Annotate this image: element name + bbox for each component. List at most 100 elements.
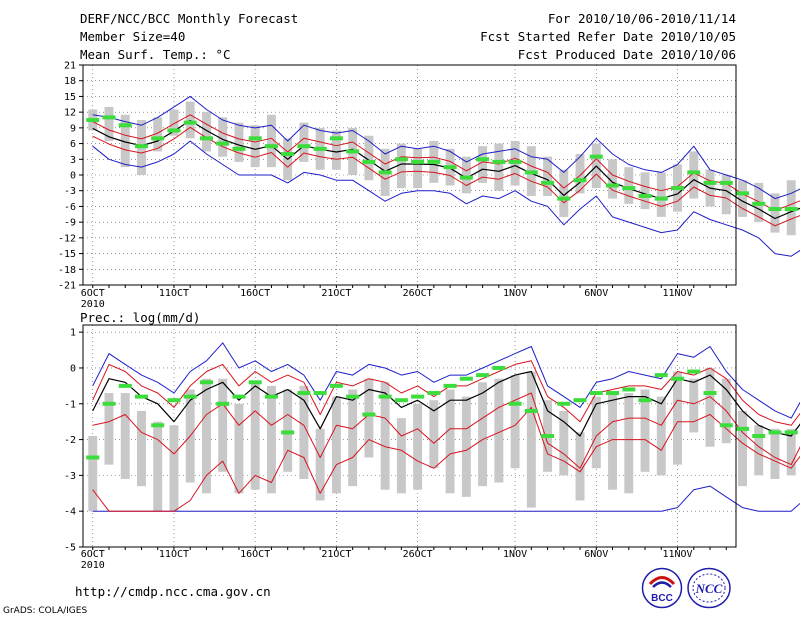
chart2-median-mark [346,394,360,399]
chart1-box [478,146,488,183]
chart2-box [218,378,228,472]
chart2-box [120,393,130,479]
chart1-median-mark [134,144,148,149]
chart2-ytick-label: -4 [64,507,76,518]
chart2-box [786,428,796,476]
chart2-box [770,428,780,479]
chart1-median-mark [394,157,408,162]
chart2-median-mark [622,387,636,392]
chart2-median-mark [281,430,295,435]
chart1-ytick-label: -9 [64,218,76,229]
chart1-median-mark [557,196,571,201]
chart2-ytick-label: -5 [64,543,76,554]
chart1-ytick-label: -21 [58,281,76,292]
chart1-median-mark [118,123,132,128]
chart2-median-mark [167,398,181,403]
chart1-ytick-label: -3 [64,186,76,197]
chart1-median-mark [654,196,668,201]
chart1-xtick-label: 1NOV [503,288,527,299]
member-size: Member Size=40 [80,29,186,44]
source-url[interactable]: http://cmdp.ncc.cma.gov.cn [75,584,271,599]
chart2-box [510,375,520,469]
chart1-median-mark [476,157,490,162]
chart2-median-mark [703,391,717,396]
chart2-box [104,393,114,465]
chart2-median-mark [557,401,571,406]
chart2-median-mark [264,394,278,399]
chart2-median-mark [151,423,165,428]
chart2-median-mark [573,398,587,403]
chart2-box [754,425,764,476]
chart2-box [429,400,439,469]
chart1-median-mark [199,136,213,141]
chart1-median-mark [346,149,360,154]
forecast-period: For 2010/10/06-2010/11/14 [547,11,736,26]
forecast-start-date: Fcst Started Refer Date 2010/10/05 [480,29,736,44]
chart2-lower-spread-line [92,392,800,469]
chart2-median-mark [427,391,441,396]
chart1-box [413,148,423,189]
chart1-box [640,172,650,210]
chart2-year-label: 2010 [81,560,105,571]
chart1-box [266,114,276,168]
chart1-ytick-label: -15 [58,249,76,260]
chart1-median-mark [622,186,636,191]
chart2-box [624,393,634,494]
chart1-ytick-label: -6 [64,202,76,213]
chart2-box [591,396,601,469]
chart2-box [250,382,260,490]
bcc-logo-icon: BCC [641,567,683,609]
chart2-median-mark [476,373,490,378]
chart1-box [624,167,634,204]
ncc-logo-icon: NCC [687,567,731,609]
chart2-median-mark [102,401,116,406]
chart1-box [169,109,179,136]
chart2-median-mark [524,408,538,413]
chart1-xtick-label: 6NOV [584,288,608,299]
chart1-box [656,172,666,217]
chart1-median-mark [151,136,165,141]
chart2-box [299,385,309,479]
chart1-box [218,117,228,157]
chart2-xtick-label: 6NOV [584,549,608,560]
chart1-year-label: 2010 [81,299,105,310]
chart2-min-line [92,485,800,512]
chart1-median-mark [735,191,749,196]
chart2-median-mark [378,394,392,399]
chart1-box [250,125,260,168]
chart1-box [559,169,569,217]
chart2-xtick-label: 6OCT [81,549,105,560]
chart1-median-mark [638,193,652,198]
chart1-box [461,156,471,194]
chart1-median-mark [524,170,538,175]
chart2-xtick-label: 11NOV [662,549,692,560]
chart2-median-mark [443,383,457,388]
chart2-ensemble-mean-line [92,370,800,437]
chart2-median-mark [687,369,701,374]
chart1-box [543,156,553,196]
chart2-median-mark [134,394,148,399]
chart1-median-mark [183,120,197,125]
chart2-median-mark [638,398,652,403]
chart2-ytick-label: -3 [64,471,76,482]
chart2-box [559,410,569,476]
chart2-box [201,378,211,494]
chart2-median-mark [654,373,668,378]
chart1-ytick-label: 9 [70,123,76,134]
chart1-median-mark [443,165,457,170]
chart2-box [656,396,666,476]
chart2-box [705,367,715,447]
variable-label: Mean Surf. Temp.: °C [80,47,231,62]
chart2-box [380,382,390,490]
chart1-xtick-label: 6OCT [81,288,105,299]
chart2-box [494,378,504,483]
chart1-ytick-label: 12 [64,108,76,119]
bcc-logo-text: BCC [651,593,673,604]
chart2-box [445,389,455,494]
chart1-median-mark [297,144,311,149]
chart2-median-mark [183,394,197,399]
chart2-box [396,418,406,494]
chart2-box [234,403,244,494]
chart2-box [331,396,341,494]
